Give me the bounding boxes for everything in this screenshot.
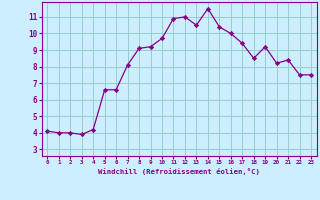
X-axis label: Windchill (Refroidissement éolien,°C): Windchill (Refroidissement éolien,°C) bbox=[98, 168, 260, 175]
